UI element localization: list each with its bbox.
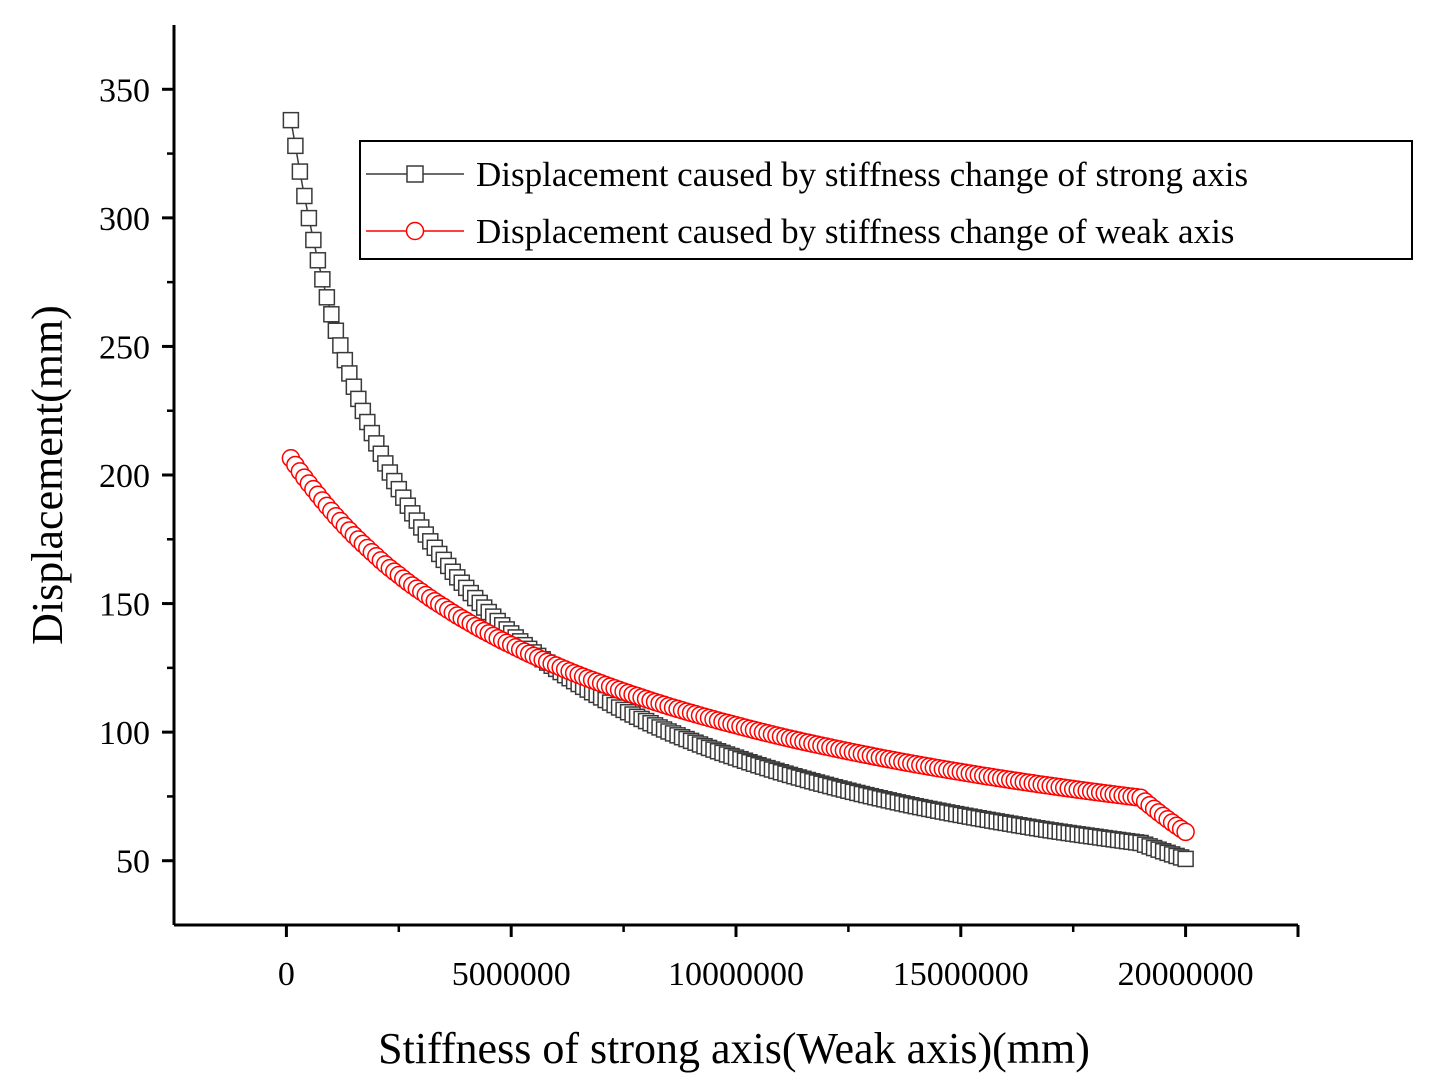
legend: Displacement caused by stiffness change … xyxy=(359,140,1413,260)
data-point xyxy=(282,111,300,129)
data-point xyxy=(314,271,331,288)
y-tick-label: 300 xyxy=(99,201,150,238)
series-weak-axis xyxy=(281,449,1195,842)
data-point xyxy=(291,163,309,180)
x-tick-label: 20000000 xyxy=(1118,956,1254,993)
data-point xyxy=(300,209,318,227)
data-point xyxy=(332,337,349,354)
y-axis-title: Displacement(mm) xyxy=(23,305,72,645)
data-point xyxy=(305,231,322,249)
legend-marker-circle xyxy=(405,221,425,241)
y-tick-label: 150 xyxy=(99,587,150,624)
legend-label-strong: Displacement caused by stiffness change … xyxy=(476,155,1248,194)
legend-box xyxy=(359,140,1413,260)
data-point xyxy=(1177,850,1194,868)
x-tick-label: 5000000 xyxy=(452,956,571,993)
ticks-layer: 0 5000000 10000000 15000000 20000000 50 100 150… xyxy=(99,72,1254,993)
y-tick-label: 250 xyxy=(99,329,150,366)
x-tick-label: 0 xyxy=(278,956,295,993)
y-tick-label: 100 xyxy=(99,715,150,752)
data-point xyxy=(287,137,304,155)
data-point xyxy=(327,322,345,339)
x-tick-label: 15000000 xyxy=(893,956,1029,993)
x-axis-title: Stiffness of strong axis(Weak axis)(mm) xyxy=(378,1024,1090,1073)
data-point xyxy=(323,306,340,323)
data-point xyxy=(296,187,313,205)
legend-marker-square xyxy=(406,165,424,183)
y-tick-label: 350 xyxy=(99,72,150,109)
data-point xyxy=(309,252,327,269)
legend-label-weak: Displacement caused by stiffness change … xyxy=(476,212,1234,251)
series-layer xyxy=(281,111,1195,868)
series-line xyxy=(290,457,1187,833)
y-tick-label: 50 xyxy=(116,844,150,881)
data-point xyxy=(318,289,336,306)
x-tick-label: 10000000 xyxy=(668,956,804,993)
y-tick-label: 200 xyxy=(99,458,150,495)
data-point xyxy=(1176,822,1195,842)
